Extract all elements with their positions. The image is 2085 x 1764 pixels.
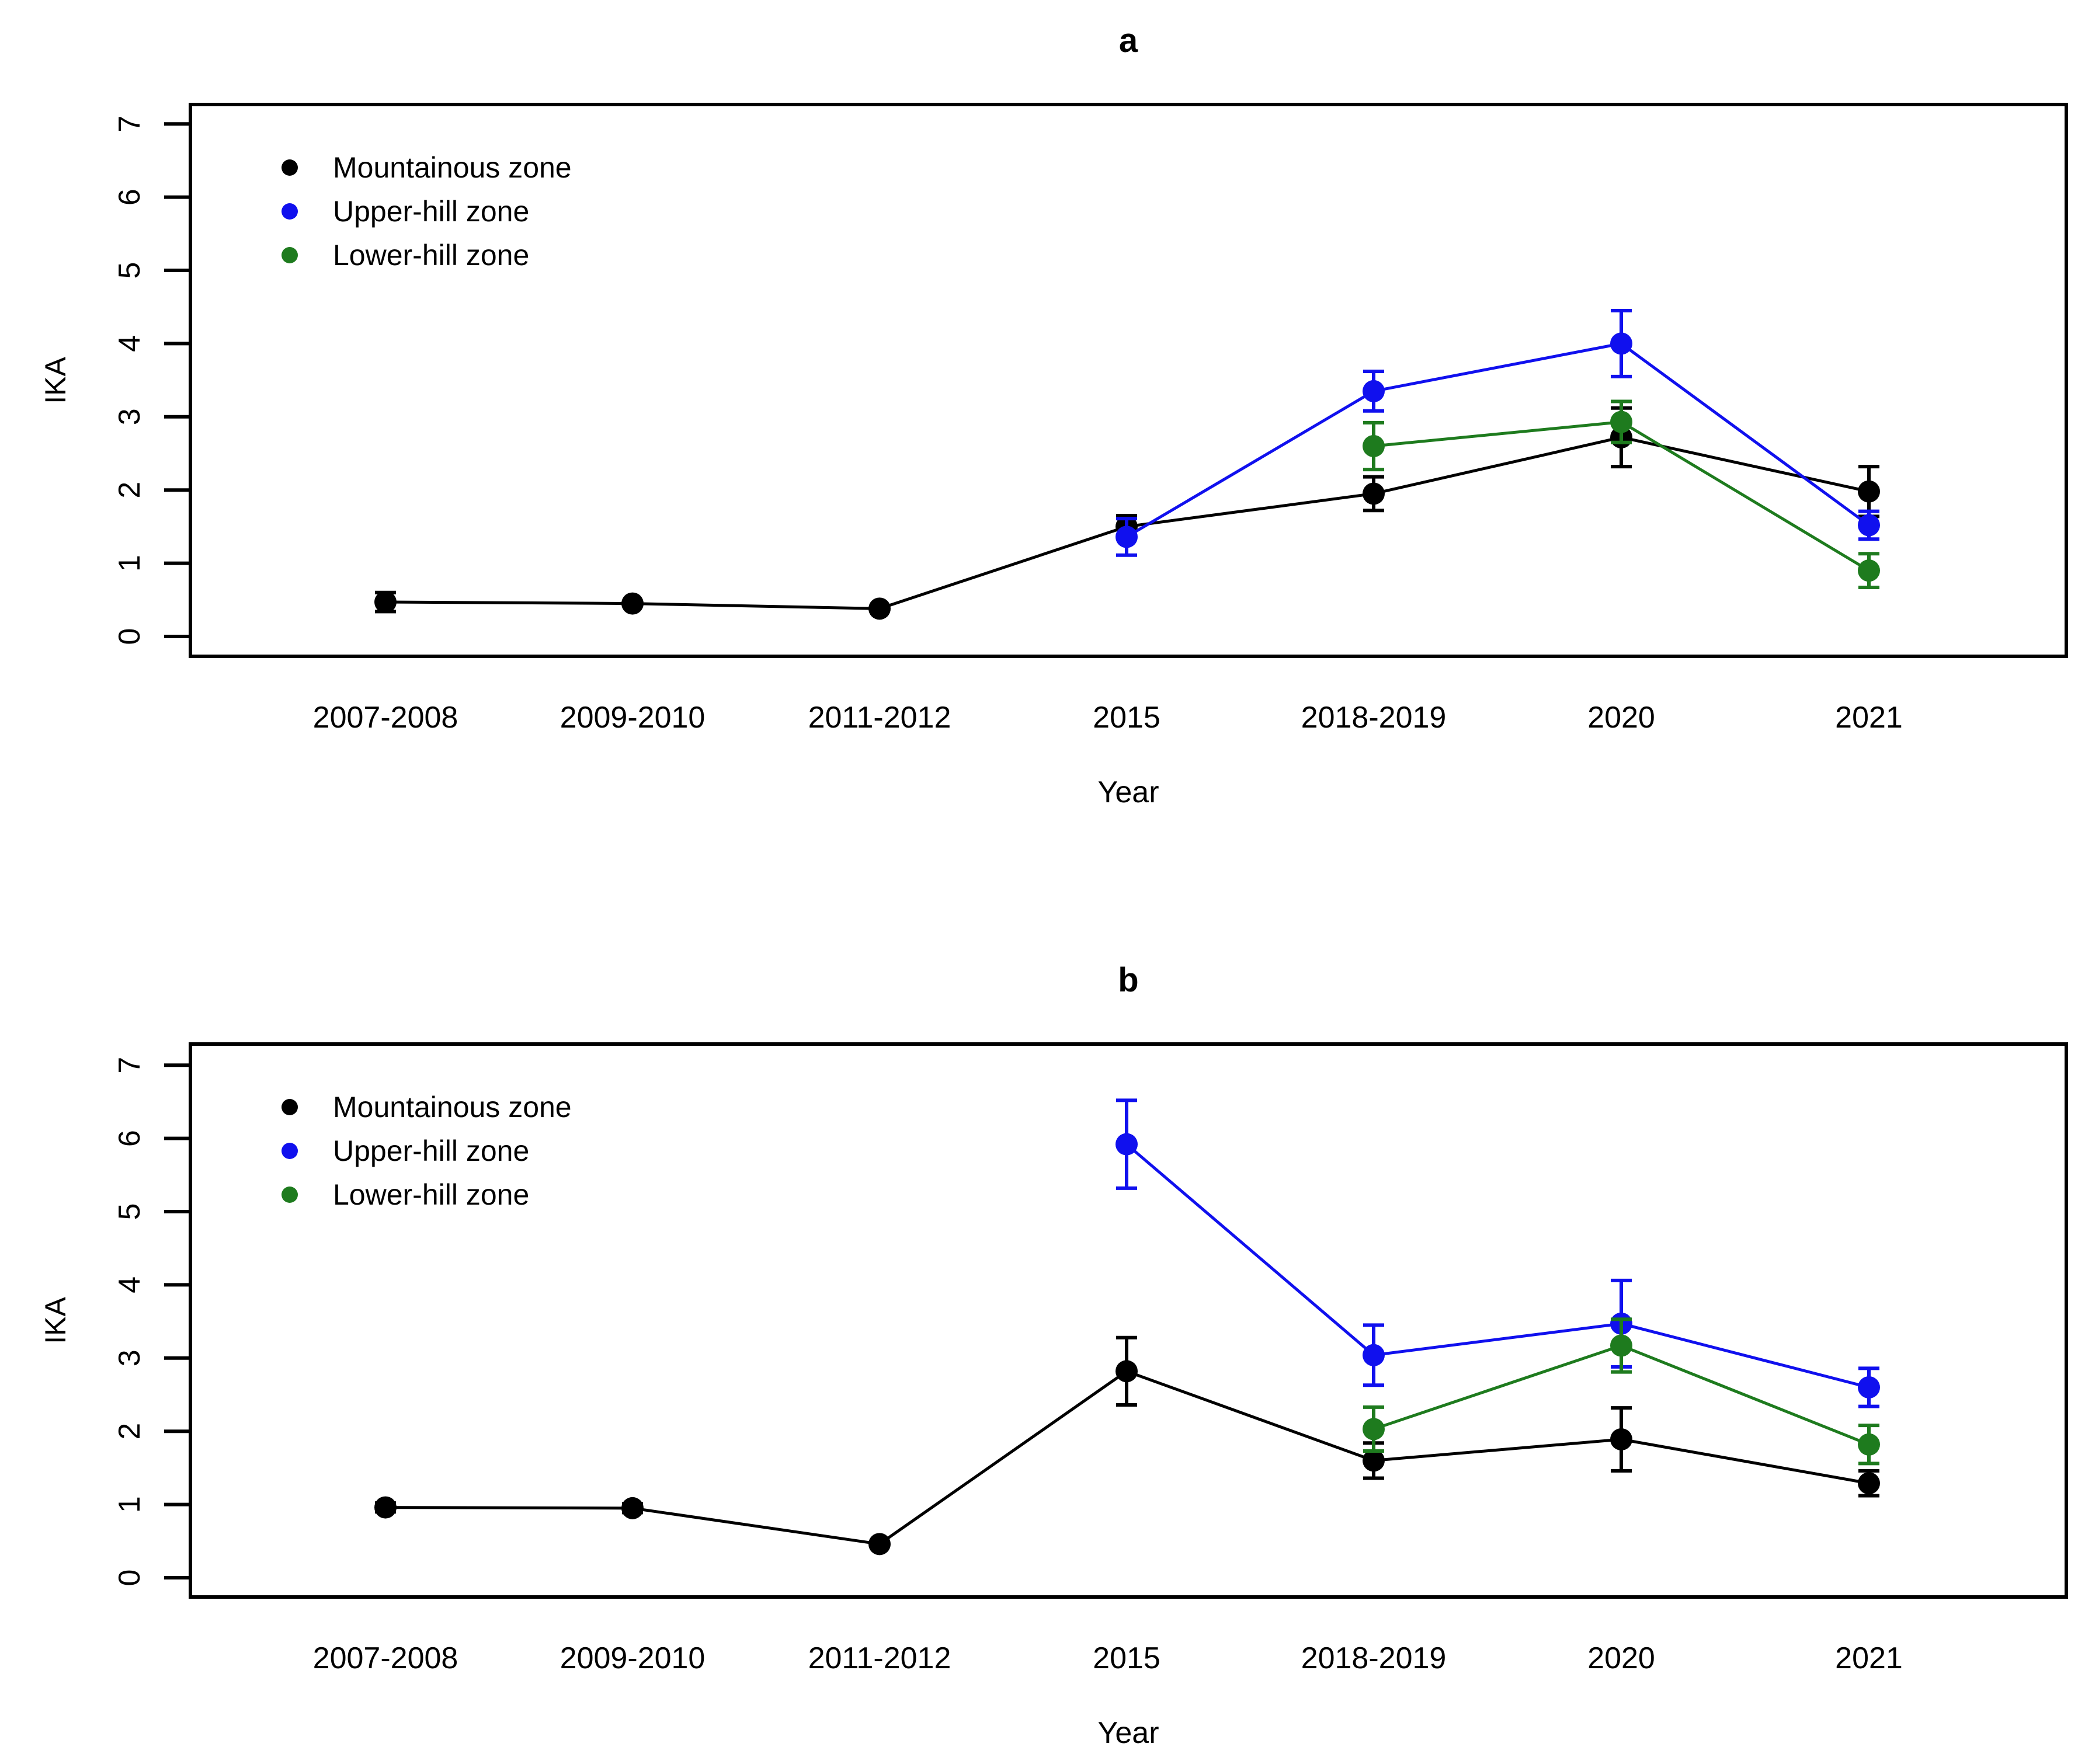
x-category-label: 2015 bbox=[1093, 701, 1160, 735]
axis-label-ika: IKA bbox=[39, 357, 72, 404]
legend-dot bbox=[282, 1143, 298, 1159]
data-point-marker bbox=[1858, 1376, 1880, 1398]
y-tick-label: 3 bbox=[113, 408, 147, 425]
data-point-marker bbox=[374, 591, 397, 614]
y-tick-label: 7 bbox=[113, 116, 147, 133]
series-line bbox=[1125, 1143, 1869, 1389]
y-tick-label: 0 bbox=[113, 1570, 147, 1586]
y-tick-label: 6 bbox=[113, 189, 147, 206]
legend-dot bbox=[282, 1187, 298, 1203]
series-mountainous-zone bbox=[374, 1335, 1880, 1556]
y-tick-label: 2 bbox=[113, 482, 147, 499]
legend-dot bbox=[282, 159, 298, 176]
legend-dot bbox=[282, 203, 298, 220]
y-tick-label: 1 bbox=[113, 555, 147, 572]
data-point-marker bbox=[1610, 1334, 1632, 1357]
x-category-label: 2011-2012 bbox=[808, 701, 951, 735]
data-point-marker bbox=[374, 1496, 397, 1519]
axis-label-year: Year bbox=[1097, 1716, 1159, 1750]
legend: Mountainous zone Upper-hill zone Lower-hil… bbox=[282, 1091, 572, 1211]
data-point-marker bbox=[1363, 482, 1385, 505]
data-point-marker bbox=[868, 597, 891, 620]
axis-label-ika: IKA bbox=[39, 1297, 72, 1344]
plot-box bbox=[189, 103, 2068, 658]
legend-label: Mountainous zone bbox=[333, 1091, 572, 1123]
y-tick-label: 0 bbox=[113, 628, 147, 645]
data-point-marker bbox=[621, 592, 644, 615]
x-category-label: 2011-2012 bbox=[808, 1641, 951, 1675]
x-category-label: 2009-2010 bbox=[560, 1641, 706, 1675]
data-point-marker bbox=[1858, 514, 1880, 537]
y-tick-label: 6 bbox=[113, 1130, 147, 1147]
x-category-label: 2018-2019 bbox=[1301, 1641, 1447, 1675]
panel-title: a bbox=[1119, 22, 1138, 60]
data-point-marker bbox=[1116, 1133, 1138, 1156]
x-category-label: 2018-2019 bbox=[1301, 701, 1447, 735]
data-point-marker bbox=[1858, 480, 1880, 503]
legend-label: Lower-hill zone bbox=[333, 1178, 529, 1211]
x-category-label: 2020 bbox=[1587, 701, 1655, 735]
series-lower-hill-zone bbox=[1363, 1317, 1880, 1466]
legend-label: Upper-hill zone bbox=[333, 1135, 529, 1167]
data-point-marker bbox=[1363, 1449, 1385, 1472]
legend-label: Lower-hill zone bbox=[333, 239, 529, 272]
data-point-marker bbox=[1858, 559, 1880, 582]
series-lower-hill-zone bbox=[1363, 399, 1880, 589]
panel-a: a 0 1 2 3 4 5 6 7 IKA 2007-2008 2009-2010 2011-2012 2… bbox=[39, 22, 2068, 809]
data-point-marker bbox=[1116, 526, 1138, 548]
legend-label: Upper-hill zone bbox=[333, 195, 529, 228]
data-point-marker bbox=[1610, 1428, 1632, 1450]
y-tick-label: 3 bbox=[113, 1349, 147, 1366]
data-point-marker bbox=[868, 1533, 891, 1556]
y-tick-label: 5 bbox=[113, 262, 147, 279]
data-point-marker bbox=[1363, 434, 1385, 457]
x-category-label: 2020 bbox=[1587, 1641, 1655, 1675]
data-point-marker bbox=[1116, 1360, 1138, 1383]
data-point-marker bbox=[1363, 1344, 1385, 1366]
y-tick-label: 2 bbox=[113, 1423, 147, 1440]
y-tick-label: 7 bbox=[113, 1057, 147, 1074]
x-category-label: 2015 bbox=[1093, 1641, 1160, 1675]
data-point-marker bbox=[1610, 332, 1632, 355]
x-category-label: 2021 bbox=[1835, 1641, 1903, 1675]
data-point-marker bbox=[1610, 410, 1632, 433]
y-tick-label: 4 bbox=[113, 335, 147, 352]
data-point-marker bbox=[621, 1497, 644, 1519]
series-upper-hill-zone bbox=[1116, 1098, 1880, 1408]
x-category-label: 2021 bbox=[1835, 701, 1903, 735]
legend: Mountainous zone Upper-hill zone Lower-hil… bbox=[282, 151, 572, 272]
legend-label: Mountainous zone bbox=[333, 151, 572, 184]
y-tick-label: 4 bbox=[113, 1276, 147, 1293]
x-category-label: 2007-2008 bbox=[313, 701, 458, 735]
series-line bbox=[1125, 342, 1870, 538]
panel-title: b bbox=[1118, 961, 1138, 999]
plot-box bbox=[189, 1042, 2068, 1599]
y-tick-label: 1 bbox=[113, 1496, 147, 1513]
x-category-label: 2007-2008 bbox=[313, 1641, 458, 1675]
x-category-label: 2009-2010 bbox=[560, 701, 706, 735]
legend-dot bbox=[282, 1099, 298, 1115]
data-point-marker bbox=[1363, 1418, 1385, 1441]
data-point-marker bbox=[1858, 1433, 1880, 1456]
legend-dot bbox=[282, 247, 298, 263]
data-point-marker bbox=[1363, 380, 1385, 402]
y-tick-label: 5 bbox=[113, 1203, 147, 1220]
series-upper-hill-zone bbox=[1116, 308, 1880, 557]
panel-b: b 0 1 2 3 4 5 6 7 IKA 2007-2008 2009-2010 2011-2012 2… bbox=[39, 961, 2068, 1750]
series-mountainous-zone bbox=[374, 406, 1880, 620]
data-point-marker bbox=[1858, 1472, 1880, 1495]
axis-label-year: Year bbox=[1097, 775, 1159, 809]
